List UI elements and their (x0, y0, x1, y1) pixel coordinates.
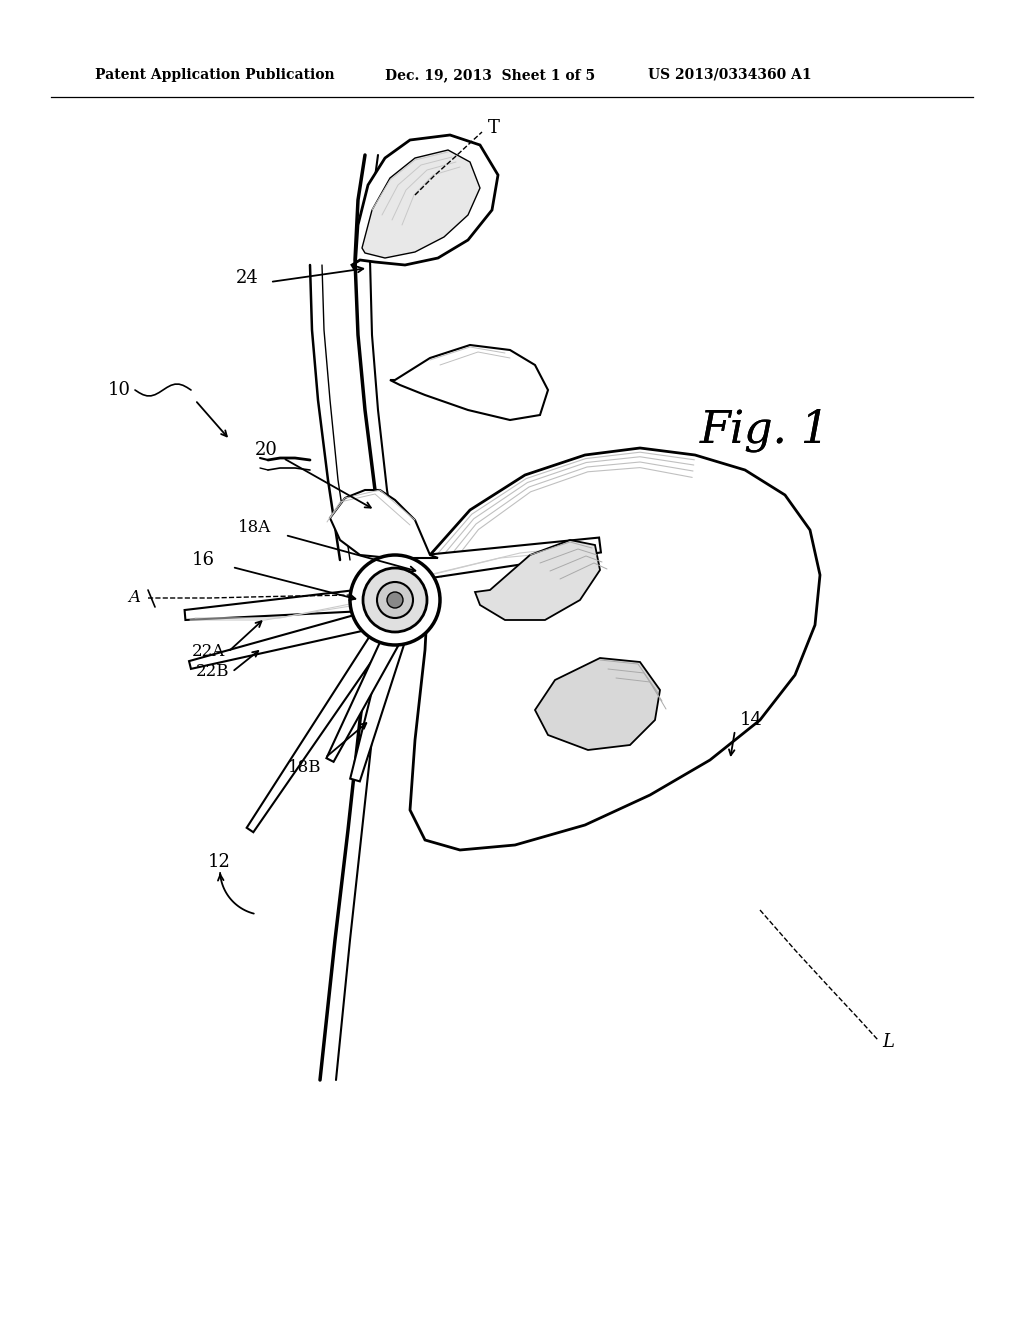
Polygon shape (350, 638, 404, 781)
Circle shape (350, 554, 440, 645)
Circle shape (387, 591, 403, 609)
Polygon shape (398, 537, 601, 582)
Polygon shape (327, 638, 398, 762)
Text: 14: 14 (740, 711, 763, 729)
Circle shape (377, 582, 413, 618)
Text: Dec. 19, 2013  Sheet 1 of 5: Dec. 19, 2013 Sheet 1 of 5 (385, 69, 595, 82)
Text: L: L (882, 1034, 894, 1051)
Text: Fig. 1: Fig. 1 (700, 408, 830, 451)
Text: 18A: 18A (238, 520, 271, 536)
Polygon shape (247, 631, 387, 832)
Text: 18B: 18B (288, 759, 322, 776)
Text: Patent Application Publication: Patent Application Publication (95, 69, 335, 82)
Polygon shape (362, 150, 480, 257)
Text: US 2013/0334360 A1: US 2013/0334360 A1 (648, 69, 812, 82)
Text: A: A (128, 590, 140, 606)
Text: 10: 10 (108, 381, 131, 399)
Polygon shape (330, 490, 438, 558)
Text: 22A: 22A (193, 644, 225, 660)
Text: 24: 24 (236, 269, 259, 286)
Circle shape (362, 568, 427, 632)
Text: 22B: 22B (196, 664, 229, 681)
Polygon shape (390, 345, 548, 420)
Text: 16: 16 (193, 550, 215, 569)
Polygon shape (475, 540, 600, 620)
Polygon shape (184, 589, 366, 620)
Polygon shape (189, 611, 372, 669)
Polygon shape (352, 135, 498, 271)
Text: T: T (488, 119, 500, 137)
Text: 12: 12 (208, 853, 230, 871)
Text: 20: 20 (255, 441, 278, 459)
Text: Fig. 1: Fig. 1 (700, 408, 830, 451)
Polygon shape (535, 657, 660, 750)
Polygon shape (410, 447, 820, 850)
